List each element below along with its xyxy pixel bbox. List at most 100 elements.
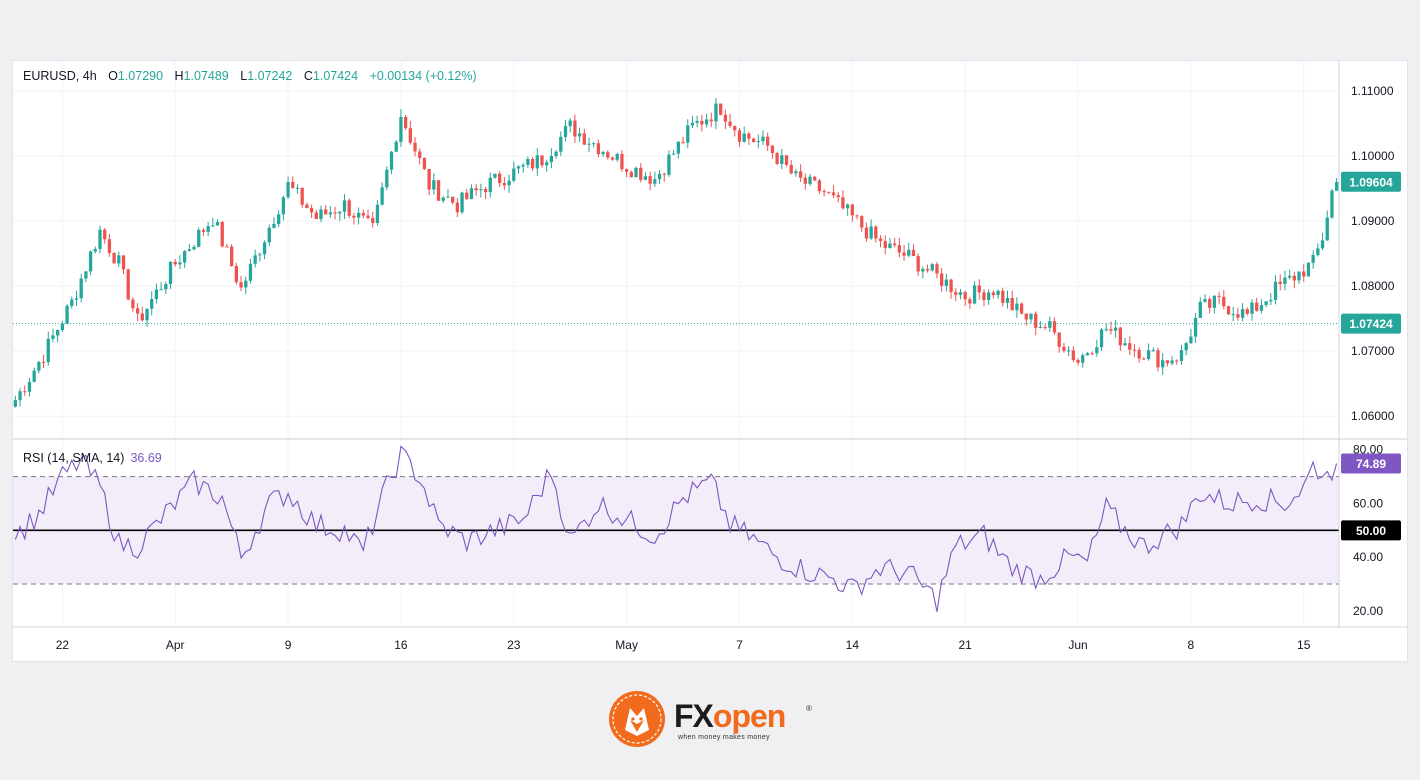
candle [629, 170, 633, 178]
candle [1024, 313, 1028, 326]
candle [935, 261, 939, 279]
brand-name: FXopen [674, 698, 786, 735]
candle [201, 227, 206, 236]
candle-body [1269, 299, 1273, 302]
candle [361, 209, 365, 219]
candle-body [606, 152, 610, 158]
candle-body [342, 200, 347, 212]
chart-legend[interactable]: EURUSD, 4h O1.07290 H1.07489 L1.07242 C1… [23, 69, 477, 83]
candle-body [940, 273, 944, 286]
candle-body [432, 180, 436, 190]
candle [380, 182, 384, 206]
candle [559, 131, 563, 157]
candle-body [507, 180, 511, 186]
candle-body [154, 289, 159, 300]
candle [606, 150, 610, 160]
candle-body [1287, 275, 1292, 278]
candle-body [1081, 355, 1085, 363]
candle [615, 152, 619, 162]
candle-body [512, 168, 516, 181]
candle-body [483, 189, 488, 193]
candle-body [878, 238, 883, 242]
candle [1273, 275, 1278, 305]
candle-body [1283, 277, 1287, 284]
candle [977, 279, 981, 300]
candle [817, 179, 822, 195]
candle [657, 169, 662, 185]
candle [907, 242, 911, 258]
candle [1217, 292, 1221, 305]
candle [836, 192, 840, 203]
candle-body [874, 226, 878, 239]
fxopen-logo[interactable]: FXopen when money makes money ® [608, 690, 818, 750]
candle-body [662, 173, 666, 175]
candle-body [766, 136, 770, 146]
candle [1320, 232, 1325, 251]
candle-body [723, 114, 728, 122]
candle-body [272, 223, 276, 228]
candle-body [1095, 347, 1099, 354]
candle-body [1151, 350, 1155, 352]
candle-body [446, 196, 450, 198]
candle-body [714, 103, 718, 122]
candle [277, 210, 281, 228]
candle-body [248, 263, 253, 281]
candle-body [65, 305, 69, 324]
candle [159, 282, 163, 291]
candle [526, 156, 530, 169]
candle [324, 205, 328, 215]
candle-body [893, 243, 897, 246]
candle [855, 214, 859, 220]
candle-body [324, 209, 328, 215]
candle-body [225, 246, 229, 248]
candle [389, 151, 394, 174]
candle [74, 290, 79, 306]
candle-body [869, 226, 873, 239]
candle-body [1165, 360, 1170, 364]
candle-body [549, 156, 554, 163]
candle-body [944, 279, 949, 286]
candle-body [201, 229, 206, 232]
candle [385, 166, 389, 191]
candle [483, 186, 488, 199]
candle-body [164, 283, 168, 290]
time-tick-label: 9 [285, 638, 292, 652]
candle [770, 144, 775, 159]
candle-body [112, 252, 116, 264]
chart-frame[interactable]: 1.11000 1.10000 1.09000 1.08000 1.07000 1.060… [12, 60, 1408, 662]
candle [874, 225, 878, 243]
candle [150, 291, 154, 316]
candle-body [361, 212, 365, 216]
candle-body [907, 249, 911, 256]
candle [1062, 342, 1066, 353]
candle [512, 161, 516, 183]
candle-body [751, 138, 756, 142]
candle-body [798, 171, 803, 178]
candle [1081, 353, 1085, 368]
top-band [0, 0, 1420, 48]
candle [1010, 290, 1014, 311]
candle-body [493, 173, 497, 178]
candle-body [573, 120, 577, 137]
candle [460, 191, 464, 215]
candle-body [1146, 350, 1151, 360]
candle [1019, 302, 1024, 315]
candle [1161, 353, 1165, 375]
candle [535, 148, 539, 176]
candle [1137, 347, 1141, 363]
chart-svg[interactable]: 1.11000 1.10000 1.09000 1.08000 1.07000 1.060… [13, 61, 1407, 661]
candle-body [582, 133, 586, 145]
candle-body [897, 245, 901, 253]
candle [803, 173, 807, 190]
legend-l-label: L [240, 69, 248, 83]
candle [1156, 347, 1160, 372]
candle-body [380, 187, 384, 205]
candle [1245, 307, 1249, 316]
candle-body [817, 180, 822, 192]
candle-body [394, 141, 398, 152]
candle [991, 290, 996, 299]
rsi-legend[interactable]: RSI (14, SMA, 14) 36.69 [23, 451, 162, 465]
candle-body [215, 221, 220, 226]
candle [1335, 178, 1339, 191]
legend-l-value: 1.07242 [247, 69, 293, 83]
